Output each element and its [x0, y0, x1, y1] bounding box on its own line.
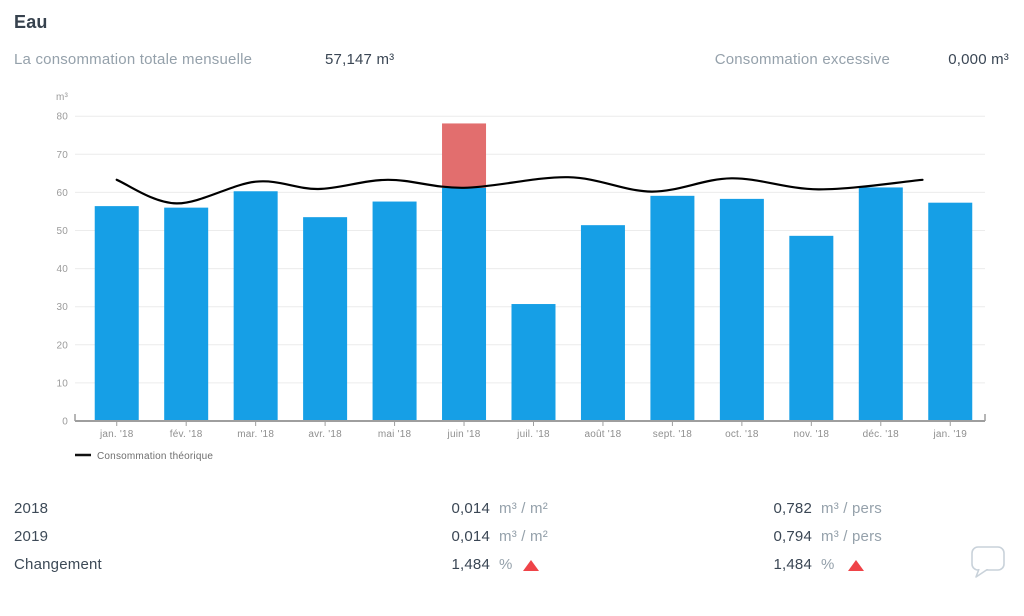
x-axis-label: août '18: [585, 429, 622, 440]
y-axis-tick-label: 30: [56, 302, 68, 313]
table-row-2018: 2018 0,014 m³ / m² 0,782 m³ / pers: [0, 496, 1024, 524]
x-axis-label: jan. '18: [99, 429, 134, 440]
x-axis-label: nov. '18: [794, 429, 830, 440]
theoretical-consumption-line[interactable]: [115, 176, 924, 205]
trend-up-icon: [523, 560, 539, 571]
summary-table: 2018 0,014 m³ / m² 0,782 m³ / pers 2019 …: [0, 496, 1024, 580]
bar-mai '18[interactable]: [372, 201, 417, 421]
bar-excess-juin '18[interactable]: [442, 123, 487, 188]
bar-juin '18[interactable]: [442, 187, 487, 421]
per-person-value: 0,782: [773, 500, 812, 517]
bar-juil. '18[interactable]: [511, 304, 556, 421]
per-person-value: 0,794: [773, 528, 812, 545]
bar-sept. '18[interactable]: [650, 195, 695, 421]
per-person-unit: m³ / pers: [821, 500, 882, 517]
consumption-chart: 0 10 20 30 40 50 60 70 80 m³ jan. '18 fév. '18 mar. …: [0, 88, 1024, 475]
row-label: 2018: [14, 500, 49, 517]
x-axis-label: sept. '18: [653, 429, 693, 440]
excessive-consumption-label: Consommation excessive: [714, 51, 890, 68]
trend-up-icon: [848, 560, 864, 571]
bar-avr. '18[interactable]: [303, 217, 348, 421]
chat-widget-button[interactable]: [967, 543, 1009, 581]
per-m2-unit: m³ / m²: [499, 528, 548, 545]
bar-août '18[interactable]: [580, 225, 625, 421]
bar-oct. '18[interactable]: [719, 198, 764, 421]
stats-row: La consommation totale mensuelle 57,147 …: [0, 51, 1024, 71]
x-axis-label: déc. '18: [863, 429, 900, 440]
y-axis-tick-label: 20: [56, 340, 68, 351]
x-axis-label: oct. '18: [725, 429, 759, 440]
y-axis-tick-label: 40: [56, 264, 68, 275]
x-axis-label: avr. '18: [308, 429, 342, 440]
total-consumption-value: 57,147 m³: [325, 51, 395, 68]
y-axis-tick-label: 60: [56, 188, 68, 199]
y-axis-tick-label: 0: [62, 417, 68, 428]
y-axis-unit-label: m³: [56, 92, 69, 103]
change-percent-unit: %: [821, 556, 835, 573]
bar-jan. '18[interactable]: [94, 206, 139, 421]
change-percent-value: 1,484: [773, 556, 812, 573]
legend-label: Consommation théorique: [97, 451, 213, 462]
bar-déc. '18[interactable]: [858, 187, 903, 421]
x-axis-label: mar. '18: [237, 429, 274, 440]
y-axis-tick-label: 50: [56, 226, 68, 237]
change-percent-unit: %: [499, 556, 513, 573]
excessive-consumption-value: 0,000 m³: [948, 51, 1009, 68]
x-axis-label: fév. '18: [170, 429, 203, 440]
x-axis-label: juil. '18: [516, 429, 550, 440]
per-m2-value: 0,014: [451, 500, 490, 517]
y-axis-tick-label: 80: [56, 112, 68, 123]
total-consumption-label: La consommation totale mensuelle: [14, 51, 253, 68]
per-m2-unit: m³ / m²: [499, 500, 548, 517]
chat-bubble-icon: [971, 546, 1005, 578]
x-axis-label: juin '18: [447, 429, 481, 440]
chart-legend: Consommation théorique: [75, 451, 213, 462]
change-percent-value: 1,484: [451, 556, 490, 573]
per-m2-value: 0,014: [451, 528, 490, 545]
row-label: 2019: [14, 528, 49, 545]
y-axis-tick-label: 70: [56, 150, 68, 161]
bar-jan. '19[interactable]: [928, 202, 973, 421]
x-axis-label: mai '18: [378, 429, 412, 440]
per-person-unit: m³ / pers: [821, 528, 882, 545]
y-axis-tick-label: 10: [56, 378, 68, 389]
x-axis-label: jan. '19: [932, 429, 967, 440]
bar-fév. '18[interactable]: [164, 207, 209, 421]
row-label: Changement: [14, 556, 102, 573]
table-row-2019: 2019 0,014 m³ / m² 0,794 m³ / pers: [0, 524, 1024, 552]
page-title: Eau: [14, 12, 48, 32]
bar-nov. '18[interactable]: [789, 235, 834, 421]
bar-mar. '18[interactable]: [233, 191, 278, 421]
table-row-changement: Changement 1,484 % 1,484 %: [0, 552, 1024, 580]
